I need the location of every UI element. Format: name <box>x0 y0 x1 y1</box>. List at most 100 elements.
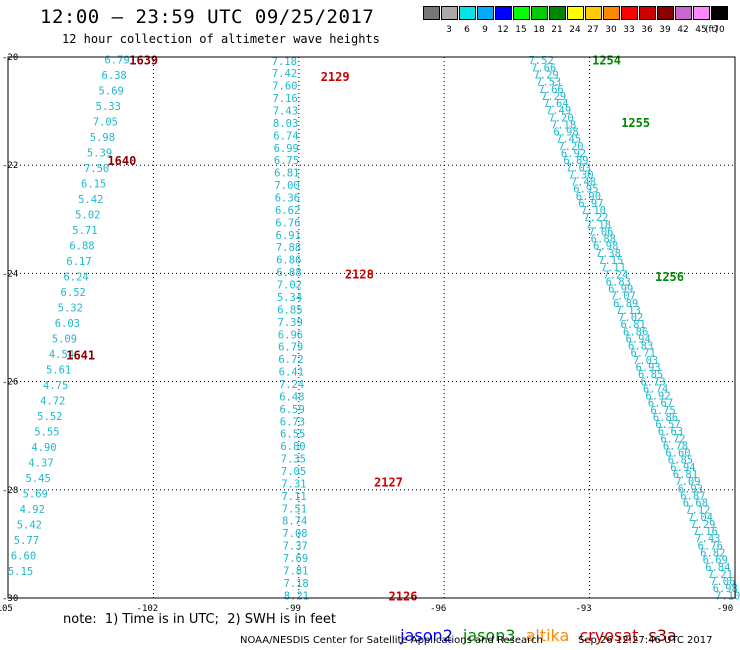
wave-height-label: 5.69 <box>99 86 124 98</box>
color-swatch <box>513 6 530 20</box>
wave-height-label: 7.51 <box>282 503 307 515</box>
wave-height-label: 6.52 <box>61 287 86 299</box>
wave-height-label: 5.98 <box>90 132 115 144</box>
wave-height-label: 6.89 <box>613 298 638 310</box>
wave-height-label: 7.30 <box>568 169 593 181</box>
wave-height-label: 5.15 <box>8 566 33 578</box>
wave-height-label: 6.72 <box>278 354 303 366</box>
wave-height-label: 6.81 <box>673 469 698 481</box>
wave-height-label: 6.86 <box>623 326 648 338</box>
wave-height-label: 7.21 <box>708 569 733 581</box>
wave-height-label: 6.93 <box>678 483 703 495</box>
wave-height-label: 7.03 <box>633 355 658 367</box>
wave-height-label: 7.22 <box>583 212 608 224</box>
wave-height-label: 6.75 <box>274 155 299 167</box>
wave-height-label: 7.08 <box>282 528 307 540</box>
wave-height-label: 7.24 <box>603 269 628 281</box>
wave-height-label: 8.21 <box>284 590 309 602</box>
color-scale-label: 18 <box>533 25 545 35</box>
wave-height-label: 7.10 <box>581 205 606 217</box>
color-swatch <box>621 6 638 20</box>
color-swatch <box>603 6 620 20</box>
chart-title: 12:00 – 23:59 UTC 09/25/2017 <box>40 6 375 28</box>
x-tick-label: -102 <box>137 604 159 614</box>
color-swatch <box>423 6 440 20</box>
wave-height-label: 7.24 <box>279 379 304 391</box>
wave-height-label: 7.88 <box>276 242 301 254</box>
wave-height-label: 7.06 <box>710 576 735 588</box>
wave-height-label: 4.37 <box>28 458 53 470</box>
color-scale-label: 21 <box>551 25 563 35</box>
wave-height-label: 7.42 <box>272 68 297 80</box>
wave-height-label: 7.18 <box>272 56 297 68</box>
y-tick-label: -24 <box>2 269 18 279</box>
wave-height-label: 6.38 <box>101 70 126 82</box>
satellite-legend: jason2 jason3 altika cryosat s3a <box>390 607 687 645</box>
wave-height-label: 6.74 <box>643 383 668 395</box>
wave-height-label: 7.48 <box>571 177 596 189</box>
pass-time-label: 2127 <box>374 476 403 490</box>
wave-height-label: 5.34 <box>277 292 302 304</box>
chart-subtitle: 12 hour collection of altimeter wave hei… <box>62 32 380 46</box>
wave-height-label: 6.41 <box>279 367 304 379</box>
wave-height-label: 6.83 <box>628 341 653 353</box>
wave-height-label: 6.36 <box>275 193 300 205</box>
wave-height-label: 7.66 <box>531 62 556 74</box>
pass-time-label: 1255 <box>621 116 650 130</box>
wave-height-label: 6.84 <box>705 562 730 574</box>
color-scale-label: 36 <box>641 25 653 35</box>
wave-height-label: 7.18 <box>551 119 576 131</box>
wave-height-label: 7.53 <box>536 77 561 89</box>
wave-height-label: 7.29 <box>541 91 566 103</box>
wave-height-label: 6.91 <box>276 230 301 242</box>
wave-height-label: 7.05 <box>281 466 306 478</box>
wave-height-label: 6.75 <box>650 405 675 417</box>
wave-height-label: 6.94 <box>670 462 695 474</box>
wave-height-label: 6.79 <box>104 55 129 67</box>
wave-height-label: 6.76 <box>698 540 723 552</box>
wave-height-label: 4.54 <box>49 349 74 361</box>
wave-height-label: 5.45 <box>25 473 50 485</box>
wave-height-label: 7.18 <box>586 219 611 231</box>
wave-height-label: 6.73 <box>640 376 665 388</box>
x-tick-label: -99 <box>285 604 301 614</box>
color-scale-label: 70 <box>713 25 725 35</box>
wave-height-label: 6.88 <box>69 241 94 253</box>
wave-height-label: 6.55 <box>280 429 305 441</box>
wave-height-label: 7.11 <box>601 262 626 274</box>
wave-height-label: 6.86 <box>653 412 678 424</box>
wave-height-label: 6.74 <box>273 130 298 142</box>
x-tick-label: -90 <box>717 604 733 614</box>
wave-height-label: 7.43 <box>273 106 298 118</box>
color-scale-label: 24 <box>569 25 581 35</box>
wave-height-label: 7.05 <box>93 117 118 129</box>
wave-height-label: 8.03 <box>273 118 298 130</box>
wave-height-label: 7.02 <box>618 312 643 324</box>
wave-height-label: 6.99 <box>274 143 299 155</box>
wave-height-label: 6.67 <box>648 398 673 410</box>
wave-height-label: 7.52 <box>528 55 553 67</box>
y-tick-label: -20 <box>2 53 18 63</box>
color-scale-label: 45 <box>695 25 707 35</box>
wave-height-label: 4.92 <box>20 504 45 516</box>
wave-height-label: 6.86 <box>276 255 301 267</box>
footer-timestamp: Sep 26 12:27:46 UTC 2017 <box>578 635 713 646</box>
wave-height-label: 5.33 <box>96 101 121 113</box>
color-swatch <box>639 6 656 20</box>
wave-height-label: 7.69 <box>283 553 308 565</box>
wave-height-label: 6.80 <box>280 441 305 453</box>
footer-note: note: 1) Time is in UTC; 2) SWH is in fe… <box>63 612 336 627</box>
wave-height-label: 4.75 <box>43 380 68 392</box>
pass-time-label: 2129 <box>321 70 350 84</box>
wave-height-label: 7.38 <box>596 248 621 260</box>
wave-height-label: 6.79 <box>278 342 303 354</box>
wave-height-label: 6.96 <box>278 329 303 341</box>
wave-height-label: 6.60 <box>11 550 36 562</box>
color-swatch <box>495 6 512 20</box>
wave-height-label: 7.31 <box>281 478 306 490</box>
wave-height-label: 7.04 <box>688 512 713 524</box>
x-tick-label: -93 <box>575 604 591 614</box>
pass-time-label: 1639 <box>129 54 158 68</box>
plot-frame <box>7 56 736 599</box>
wave-height-label: 6.92 <box>561 148 586 160</box>
